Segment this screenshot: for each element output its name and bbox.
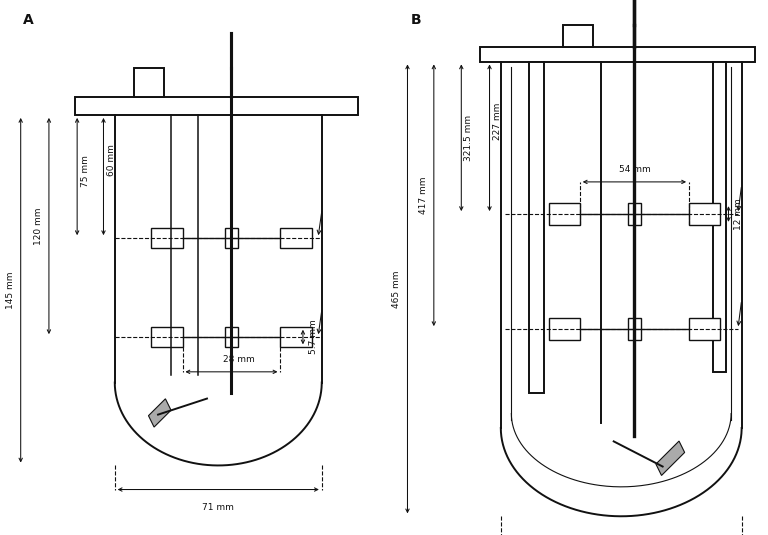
- Bar: [148, 399, 171, 427]
- Text: 120 mm: 120 mm: [35, 207, 43, 245]
- Text: 417 mm: 417 mm: [419, 177, 429, 214]
- Bar: [656, 441, 684, 476]
- Bar: [280, 327, 313, 347]
- Text: 321.5 mm: 321.5 mm: [465, 114, 473, 161]
- Bar: [563, 25, 593, 47]
- Text: 12 mm: 12 mm: [734, 198, 743, 230]
- Bar: [627, 318, 641, 340]
- Bar: [151, 327, 183, 347]
- Text: 60 mm: 60 mm: [108, 144, 116, 177]
- Bar: [480, 47, 755, 62]
- Bar: [549, 203, 580, 225]
- Text: B: B: [410, 13, 421, 27]
- Bar: [627, 203, 641, 225]
- Bar: [529, 62, 544, 393]
- Bar: [549, 318, 580, 340]
- Bar: [225, 327, 238, 347]
- Bar: [689, 203, 720, 225]
- Text: 465 mm: 465 mm: [392, 270, 401, 308]
- Text: 28 mm: 28 mm: [223, 355, 255, 364]
- Bar: [689, 318, 720, 340]
- Bar: [225, 228, 238, 248]
- Text: 71 mm: 71 mm: [202, 503, 234, 512]
- Text: 75 mm: 75 mm: [81, 155, 90, 187]
- Bar: [280, 228, 313, 248]
- Text: A: A: [22, 13, 33, 27]
- Text: 227 mm: 227 mm: [493, 103, 502, 140]
- Bar: [134, 68, 164, 97]
- Bar: [151, 228, 183, 248]
- Text: 54 mm: 54 mm: [618, 165, 650, 174]
- Bar: [75, 97, 358, 115]
- Text: 145 mm: 145 mm: [6, 271, 15, 309]
- Text: 5.7 mm: 5.7 mm: [309, 320, 318, 354]
- Bar: [713, 62, 726, 372]
